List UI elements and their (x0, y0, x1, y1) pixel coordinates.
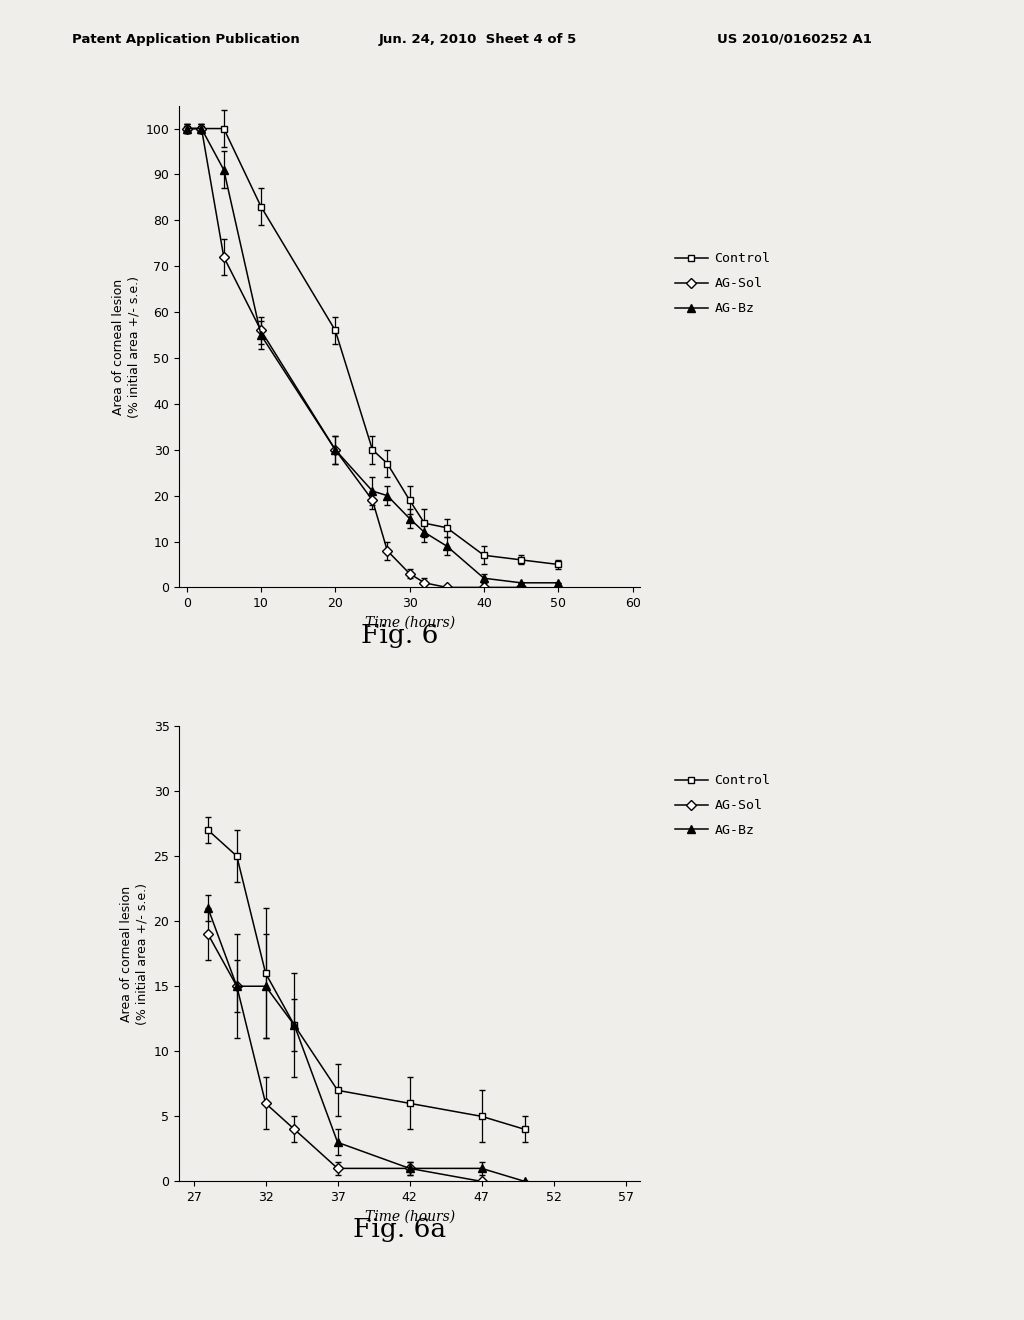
X-axis label: Time (hours): Time (hours) (365, 615, 455, 630)
Y-axis label: Area of corneal lesion
(% initial area +/- s.e.): Area of corneal lesion (% initial area +… (112, 276, 140, 417)
X-axis label: Time (hours): Time (hours) (365, 1209, 455, 1224)
Text: Fig. 6a: Fig. 6a (353, 1217, 445, 1242)
Legend: Control, AG-Sol, AG-Bz: Control, AG-Sol, AG-Bz (670, 770, 776, 842)
Text: Jun. 24, 2010  Sheet 4 of 5: Jun. 24, 2010 Sheet 4 of 5 (379, 33, 578, 46)
Legend: Control, AG-Sol, AG-Bz: Control, AG-Sol, AG-Bz (670, 247, 776, 321)
Text: US 2010/0160252 A1: US 2010/0160252 A1 (717, 33, 871, 46)
Y-axis label: Area of corneal lesion
(% initial area +/- s.e.): Area of corneal lesion (% initial area +… (120, 883, 148, 1024)
Text: Fig. 6: Fig. 6 (360, 623, 438, 648)
Text: Patent Application Publication: Patent Application Publication (72, 33, 299, 46)
